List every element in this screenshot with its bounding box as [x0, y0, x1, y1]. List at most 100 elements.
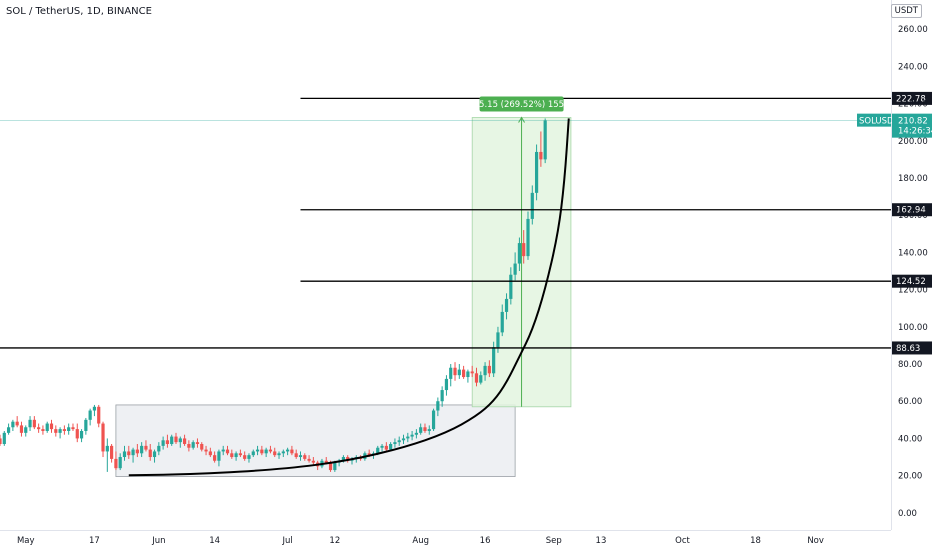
candle-body — [41, 429, 45, 431]
x-tick-label: 13 — [596, 536, 607, 546]
candle-body — [32, 419, 36, 428]
candle-body — [303, 455, 307, 459]
x-tick-label: May — [17, 536, 35, 546]
candle-body — [195, 442, 200, 445]
candle-body — [230, 453, 234, 458]
candle-body — [427, 429, 431, 431]
candle-body — [127, 451, 131, 456]
candle-body — [0, 438, 2, 445]
candle-body — [238, 453, 242, 456]
candle-body — [444, 378, 449, 391]
candle-body — [255, 449, 260, 452]
candle-body — [341, 457, 346, 461]
candle-body — [2, 432, 6, 445]
candle-body — [389, 444, 393, 450]
y-tick-label: 0.00 — [898, 509, 917, 519]
candle-body — [397, 440, 401, 443]
candle-body — [97, 406, 101, 424]
y-tick-label: 260.00 — [898, 25, 928, 35]
candle-body — [225, 449, 230, 454]
candle-body — [380, 445, 384, 448]
parabolic-curve — [128, 118, 570, 477]
candle-body — [294, 453, 298, 458]
y-tick-label: 140.00 — [898, 248, 928, 258]
y-tick-label: 120.00 — [898, 286, 928, 296]
candle-body — [457, 369, 461, 376]
candle-body — [234, 453, 238, 458]
candle-body — [15, 421, 19, 426]
y-tick-label: 60.00 — [898, 397, 922, 407]
chart-title: SOL / TetherUS, 1D, BINANCE — [6, 6, 152, 17]
x-tick-label: 12 — [329, 536, 340, 546]
candle-body — [401, 438, 406, 441]
y-tick-label: 20.00 — [898, 472, 922, 482]
candle-body — [144, 445, 148, 450]
candle-body — [479, 375, 483, 383]
y-tick-label: 100.00 — [898, 323, 928, 333]
candle-body — [419, 427, 423, 433]
candle-body — [474, 373, 479, 383]
y-tick-label: 40.00 — [898, 434, 922, 444]
candle-body — [483, 365, 487, 376]
candle-body — [436, 401, 440, 411]
candle-body — [466, 371, 470, 378]
candle-body — [11, 421, 15, 428]
symbol-tag — [857, 113, 891, 127]
candle-body — [504, 298, 509, 312]
candle-body — [213, 455, 217, 461]
symbol-tag-label: SOLUSDT — [859, 117, 900, 127]
x-tick-label: 16 — [480, 536, 491, 546]
candle-body — [414, 432, 418, 435]
candle-body — [24, 427, 28, 433]
candle-body — [135, 449, 139, 454]
candle-body — [131, 449, 135, 456]
candle-body — [114, 458, 118, 469]
candle-body — [118, 457, 122, 469]
x-tick-label: 17 — [89, 536, 100, 546]
candle-body — [208, 451, 212, 456]
candle-body — [328, 462, 333, 471]
level-price-label: 222.78 — [896, 94, 926, 104]
x-tick-label: Jun — [151, 536, 165, 546]
measure-badge — [479, 96, 564, 112]
candle-body — [37, 427, 41, 430]
candle-body — [101, 423, 105, 452]
candle-body — [431, 410, 436, 430]
candle-body — [268, 449, 273, 452]
candle-body — [161, 440, 165, 446]
candle-body — [200, 444, 204, 450]
candle-body — [122, 451, 127, 458]
candle-body — [62, 429, 66, 431]
x-tick-label: Jul — [281, 536, 292, 546]
candle-body — [543, 120, 547, 160]
candle-body — [88, 410, 92, 420]
candle-body — [517, 243, 522, 264]
candle-body — [243, 455, 247, 459]
candle-body — [67, 427, 71, 431]
y-tick-label: 80.00 — [898, 360, 922, 370]
candle-body — [393, 442, 397, 445]
candle-body — [307, 458, 311, 461]
candle-body — [534, 151, 539, 193]
candle-body — [423, 427, 427, 431]
candle-body — [384, 445, 388, 450]
candle-body — [152, 451, 157, 458]
candle-body — [440, 390, 444, 402]
candle-body — [105, 445, 109, 452]
candle-body — [406, 436, 410, 439]
candle-body — [54, 429, 58, 433]
level-price-tag — [892, 91, 932, 105]
candle-body — [333, 462, 337, 471]
candle-body — [453, 367, 457, 376]
candle-body — [376, 447, 380, 454]
candle-body — [45, 423, 49, 431]
candle-body — [462, 369, 466, 378]
candle-body — [79, 430, 84, 439]
x-tick-label: Oct — [675, 536, 690, 546]
candle-body — [492, 347, 496, 374]
candle-body — [75, 429, 79, 439]
currency-button[interactable]: USDT — [890, 4, 922, 18]
candle-body — [509, 274, 513, 299]
candle-body — [286, 449, 290, 452]
